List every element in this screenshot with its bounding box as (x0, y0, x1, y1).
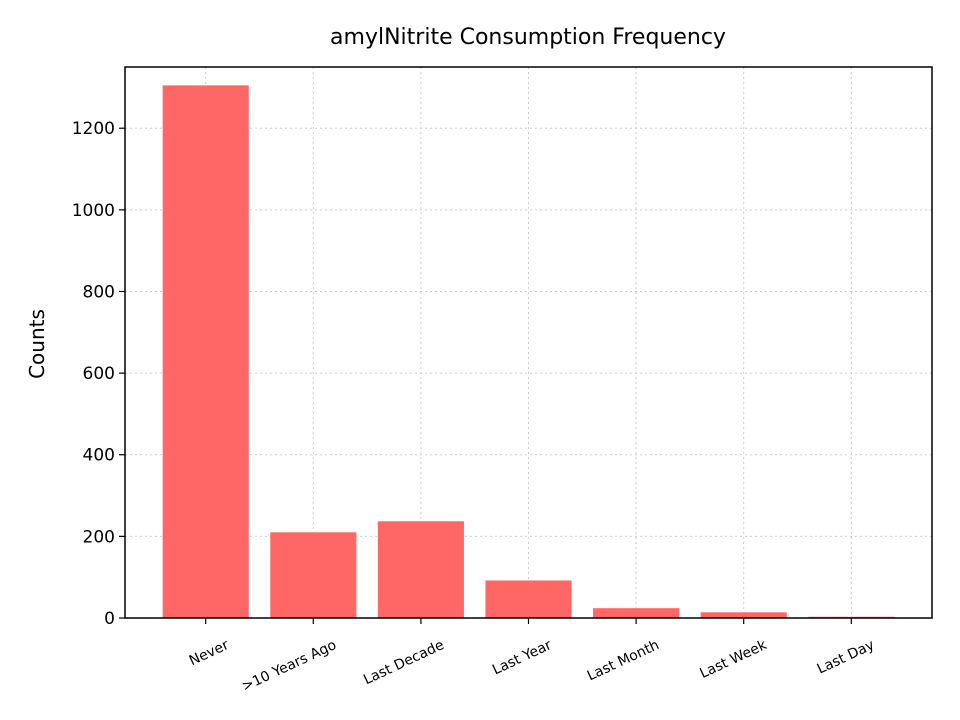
y-tick-label: 200 (83, 527, 115, 547)
y-tick-label: 600 (83, 364, 115, 384)
y-axis-label: Counts (25, 309, 49, 379)
bar (593, 608, 680, 618)
x-tick-label: Last Decade (361, 637, 446, 688)
x-tick-label: Never (187, 637, 232, 669)
y-tick-label: 800 (83, 282, 115, 302)
y-tick-label: 1200 (72, 119, 115, 139)
grid-lines (125, 67, 932, 619)
bar (700, 612, 787, 618)
y-tick-label: 1000 (72, 201, 115, 221)
bars (162, 85, 895, 618)
x-tick-label: Last Year (490, 637, 554, 678)
bar (485, 580, 572, 618)
y-tick-label: 400 (83, 446, 115, 466)
x-tick-label: Last Day (815, 637, 877, 677)
x-tick-label: Last Week (697, 637, 770, 682)
y-tick-label: 0 (104, 609, 115, 629)
bar (162, 85, 249, 618)
bar (270, 532, 357, 618)
x-tick-label: Last Month (585, 637, 662, 684)
bar (377, 521, 464, 618)
chart-title: amylNitrite Consumption Frequency (330, 25, 726, 50)
x-tick-label: >10 Years Ago (239, 637, 339, 695)
